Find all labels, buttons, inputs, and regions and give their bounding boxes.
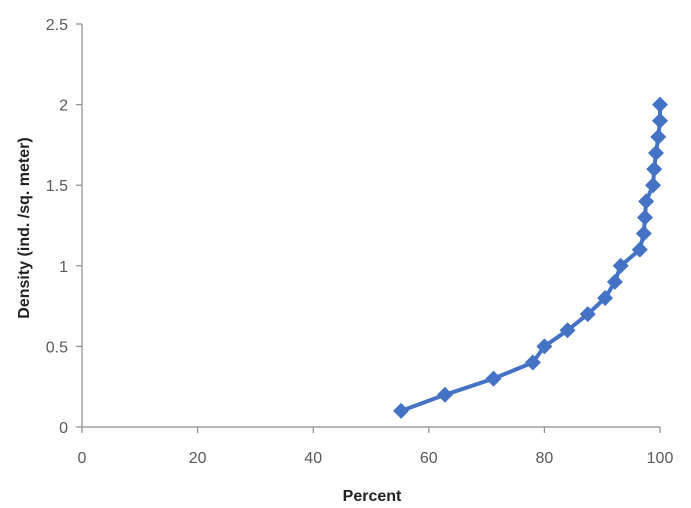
data-point-marker xyxy=(650,128,667,145)
x-axis-title: Percent xyxy=(343,488,402,505)
y-tick-label: 1.5 xyxy=(46,178,68,195)
x-tick-label: 40 xyxy=(304,450,322,467)
data-point-marker xyxy=(393,402,410,419)
data-point-marker xyxy=(597,290,614,307)
x-tick-label: 100 xyxy=(647,450,674,467)
data-point-marker xyxy=(635,225,652,242)
y-ticks: 0 0.5 1 1.5 2 2.5 xyxy=(46,17,82,437)
y-tick-label: 2 xyxy=(59,98,68,115)
data-point-marker xyxy=(485,370,502,387)
data-point-marker xyxy=(638,193,655,210)
data-point-marker xyxy=(652,96,668,113)
data-point-marker xyxy=(647,144,664,161)
x-tick-label: 0 xyxy=(78,450,87,467)
series xyxy=(393,96,668,419)
data-point-marker xyxy=(436,386,453,403)
y-tick-label: 2.5 xyxy=(46,17,68,34)
data-point-marker xyxy=(652,112,668,129)
data-point-marker xyxy=(559,322,576,339)
axes xyxy=(81,24,660,428)
data-point-marker xyxy=(646,161,663,178)
x-tick-label: 60 xyxy=(420,450,438,467)
data-point-marker xyxy=(536,338,553,355)
data-point-marker xyxy=(524,354,541,371)
x-ticks: 0 20 40 60 80 100 xyxy=(78,427,674,467)
x-tick-label: 80 xyxy=(536,450,554,467)
y-tick-label: 0.5 xyxy=(46,339,68,356)
y-tick-label: 0 xyxy=(59,420,68,437)
data-point-marker xyxy=(631,241,648,258)
y-axis-title: Density (ind. /sq. meter) xyxy=(16,137,33,318)
data-point-marker xyxy=(606,273,623,290)
data-point-marker xyxy=(579,306,596,323)
data-point-marker xyxy=(636,209,653,226)
data-point-marker xyxy=(612,257,629,274)
data-point-marker xyxy=(645,177,662,194)
x-tick-label: 20 xyxy=(189,450,207,467)
y-tick-label: 1 xyxy=(59,259,68,276)
